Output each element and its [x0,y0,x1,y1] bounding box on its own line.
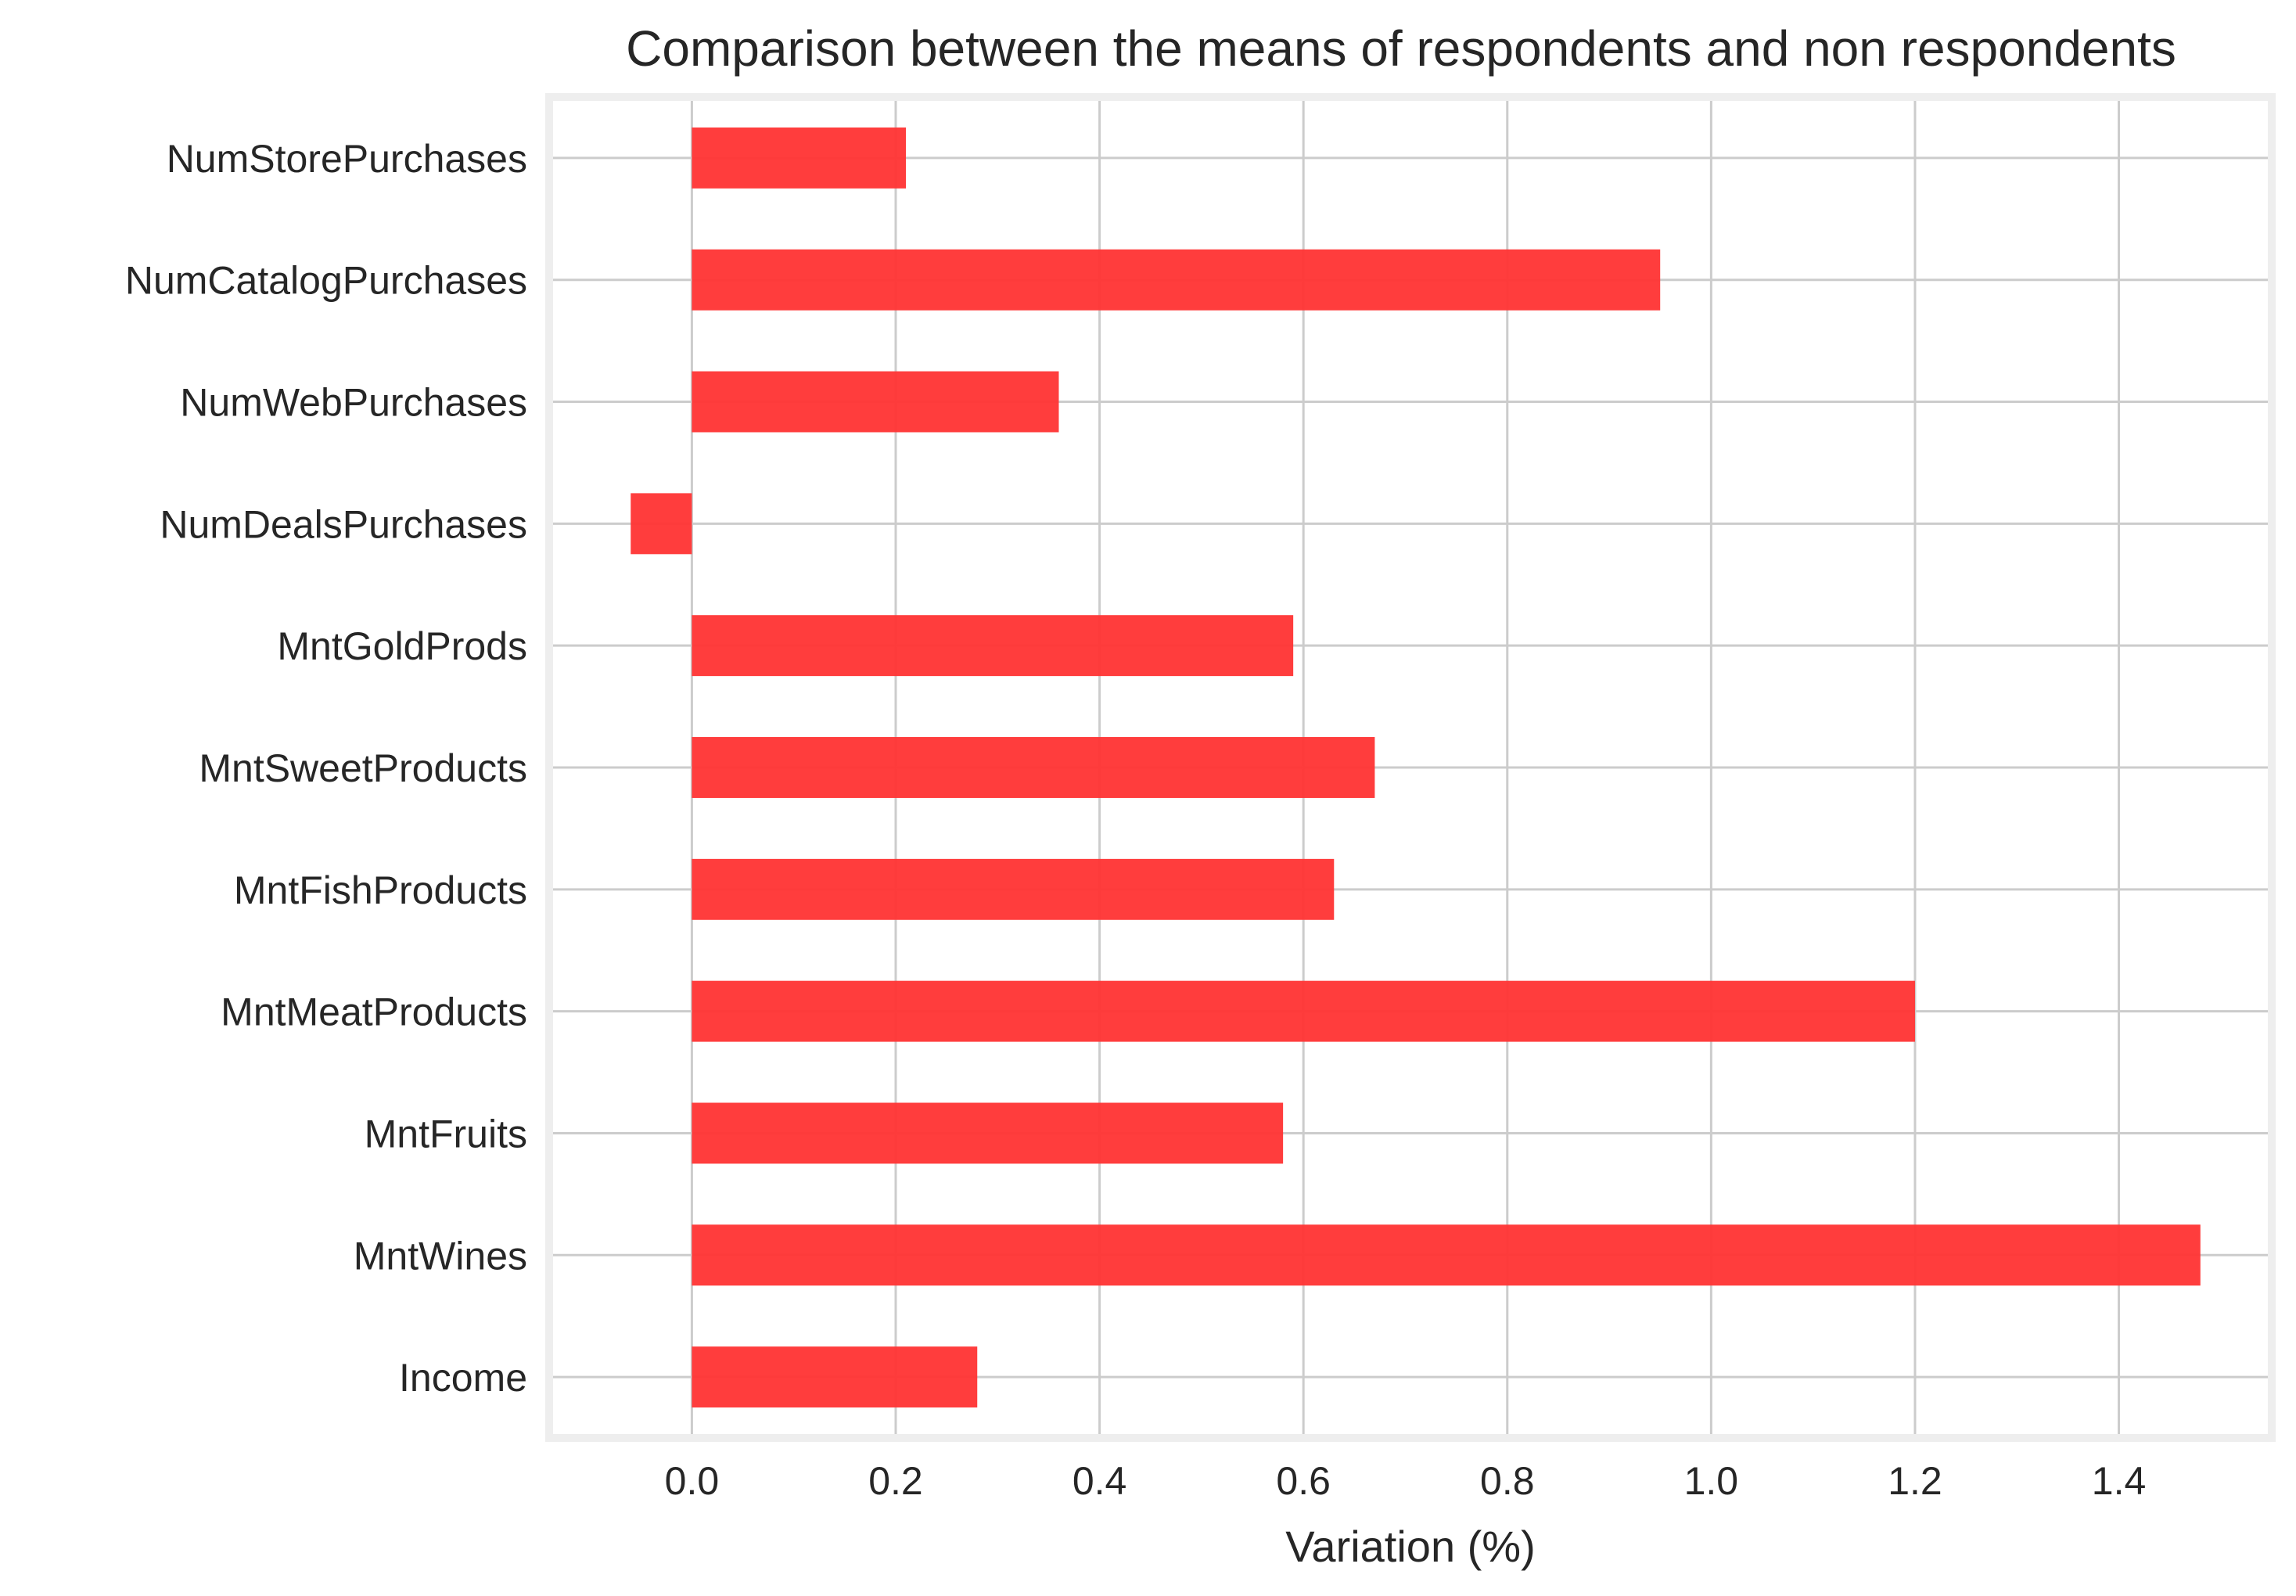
bar-mntwines [692,1224,2201,1286]
x-tick-label: 1.4 [2092,1459,2147,1503]
y-tick-label: NumDealsPurchases [160,502,527,546]
y-tick-labels: Income MntWines MntFruits MntMeatProducts Mn… [125,137,527,1400]
y-tick-label: MntFishProducts [234,868,527,912]
chart-title: Comparison between the means of responde… [626,20,2176,77]
bar-numstorepurchases [692,127,907,189]
bar-mntfishproducts [692,858,1335,920]
y-tick-label: NumCatalogPurchases [125,259,527,303]
x-tick-label: 0.2 [868,1459,923,1503]
x-tick-label: 1.2 [1888,1459,1942,1503]
bar-mntsweetproducts [692,737,1375,798]
bar-income [692,1346,978,1408]
bar-mntfruits [692,1102,1284,1164]
x-tick-labels: 0.0 0.2 0.4 0.6 0.8 1.0 1.2 1.4 [665,1459,2147,1503]
y-tick-label: MntMeatProducts [221,990,527,1034]
y-tick-label: MntGoldProds [277,624,527,668]
bars [631,127,2201,1408]
x-tick-label: 0.6 [1276,1459,1331,1503]
bar-mntmeatproducts [692,980,1915,1042]
x-tick-label: 0.0 [665,1459,720,1503]
y-tick-label: NumStorePurchases [167,137,527,181]
x-axis-label: Variation (%) [1285,1522,1536,1571]
y-tick-label: Income [399,1356,527,1400]
bar-numcatalogpurchases [692,249,1661,311]
y-tick-label: MntWines [354,1234,527,1278]
x-tick-label: 0.8 [1480,1459,1535,1503]
x-tick-label: 1.0 [1684,1459,1739,1503]
bar-mntgoldprods [692,615,1294,677]
y-tick-label: MntSweetProducts [199,746,527,790]
plot-frame [545,93,2276,1442]
y-tick-label: NumWebPurchases [180,381,527,425]
bar-numdealspurchases [631,493,692,555]
y-tick-label: MntFruits [365,1112,527,1156]
bar-numwebpurchases [692,371,1059,433]
x-tick-label: 0.4 [1073,1459,1127,1503]
